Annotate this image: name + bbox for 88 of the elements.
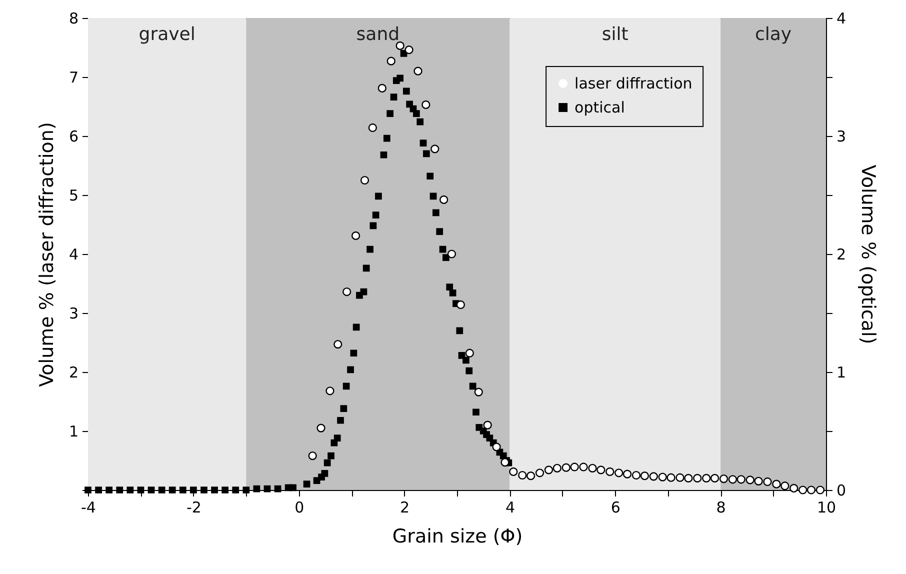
x-tick-label: 10 <box>816 498 836 516</box>
y-axis-title: Volume % (laser diffraction) <box>36 122 58 387</box>
point <box>404 46 414 54</box>
point <box>552 464 562 472</box>
point <box>544 466 554 474</box>
point <box>622 470 632 478</box>
y-tick-label: 3 <box>68 304 78 322</box>
x-tick-label: 0 <box>294 498 304 516</box>
x-tick-label: 2 <box>400 498 410 516</box>
point <box>772 480 781 488</box>
point <box>378 84 386 93</box>
point <box>798 486 808 494</box>
point <box>790 484 798 493</box>
point <box>465 348 474 358</box>
y2-tick-label: 4 <box>836 10 846 28</box>
point <box>614 468 624 478</box>
point <box>658 472 667 482</box>
y-tick-label: 6 <box>68 128 78 146</box>
y2-axis-title: Volume % (optical) <box>857 164 880 344</box>
point <box>702 474 711 482</box>
point <box>334 340 342 349</box>
x-tick-label: 6 <box>610 498 620 516</box>
point <box>535 468 544 478</box>
y2-tick-label: 3 <box>836 128 846 146</box>
band-label: sand <box>356 24 400 45</box>
legend-label: optical <box>574 98 625 116</box>
y2-tick-label: 2 <box>836 246 846 264</box>
point <box>316 424 326 432</box>
y-tick-label: 2 <box>68 364 78 382</box>
point <box>360 176 370 185</box>
point <box>754 476 763 486</box>
point <box>526 472 536 480</box>
point <box>596 466 606 474</box>
point <box>396 41 404 50</box>
point <box>816 486 825 494</box>
point <box>326 386 334 396</box>
point <box>414 66 422 76</box>
point <box>684 474 693 482</box>
band-label: gravel <box>138 24 196 45</box>
point <box>440 195 448 204</box>
band-label: clay <box>754 24 792 45</box>
point <box>447 250 456 258</box>
point <box>763 477 772 486</box>
x-tick-label: -2 <box>186 498 202 516</box>
x-tick-label: 8 <box>716 498 726 516</box>
point <box>736 475 746 484</box>
x-axis-title: Grain size (Φ) <box>392 526 523 548</box>
y2-tick-label: 0 <box>836 482 846 500</box>
point <box>351 231 360 240</box>
point <box>386 56 396 66</box>
point <box>483 420 492 430</box>
point <box>719 474 728 484</box>
point <box>780 482 790 490</box>
y-tick-label: 1 <box>68 422 78 440</box>
point <box>562 463 570 472</box>
y-tick-label: 8 <box>68 10 78 28</box>
point <box>579 462 588 472</box>
x-tick-label: 4 <box>505 498 515 516</box>
point <box>710 474 720 482</box>
point <box>430 144 440 154</box>
point <box>588 464 597 472</box>
point <box>632 470 641 480</box>
band-label: silt <box>602 24 628 45</box>
point <box>693 474 702 482</box>
point <box>509 467 518 476</box>
point <box>308 451 317 460</box>
point <box>640 472 649 480</box>
y2-tick-label: 1 <box>836 364 846 382</box>
point <box>456 300 465 310</box>
point <box>649 472 658 481</box>
point <box>518 470 527 480</box>
point <box>368 123 377 132</box>
point <box>746 476 754 484</box>
point <box>422 100 430 110</box>
point <box>342 287 352 296</box>
point <box>676 473 684 482</box>
point <box>806 486 816 494</box>
point <box>474 388 483 396</box>
legend-label: laser diffraction <box>574 74 692 92</box>
point <box>666 473 676 482</box>
point <box>492 442 501 452</box>
y-tick-label: 5 <box>68 186 78 204</box>
point <box>728 475 738 484</box>
x-tick-label: -4 <box>81 498 96 516</box>
y-tick-label: 4 <box>68 246 78 264</box>
point <box>606 467 614 476</box>
y-tick-label: 7 <box>68 68 78 86</box>
point <box>570 462 579 472</box>
